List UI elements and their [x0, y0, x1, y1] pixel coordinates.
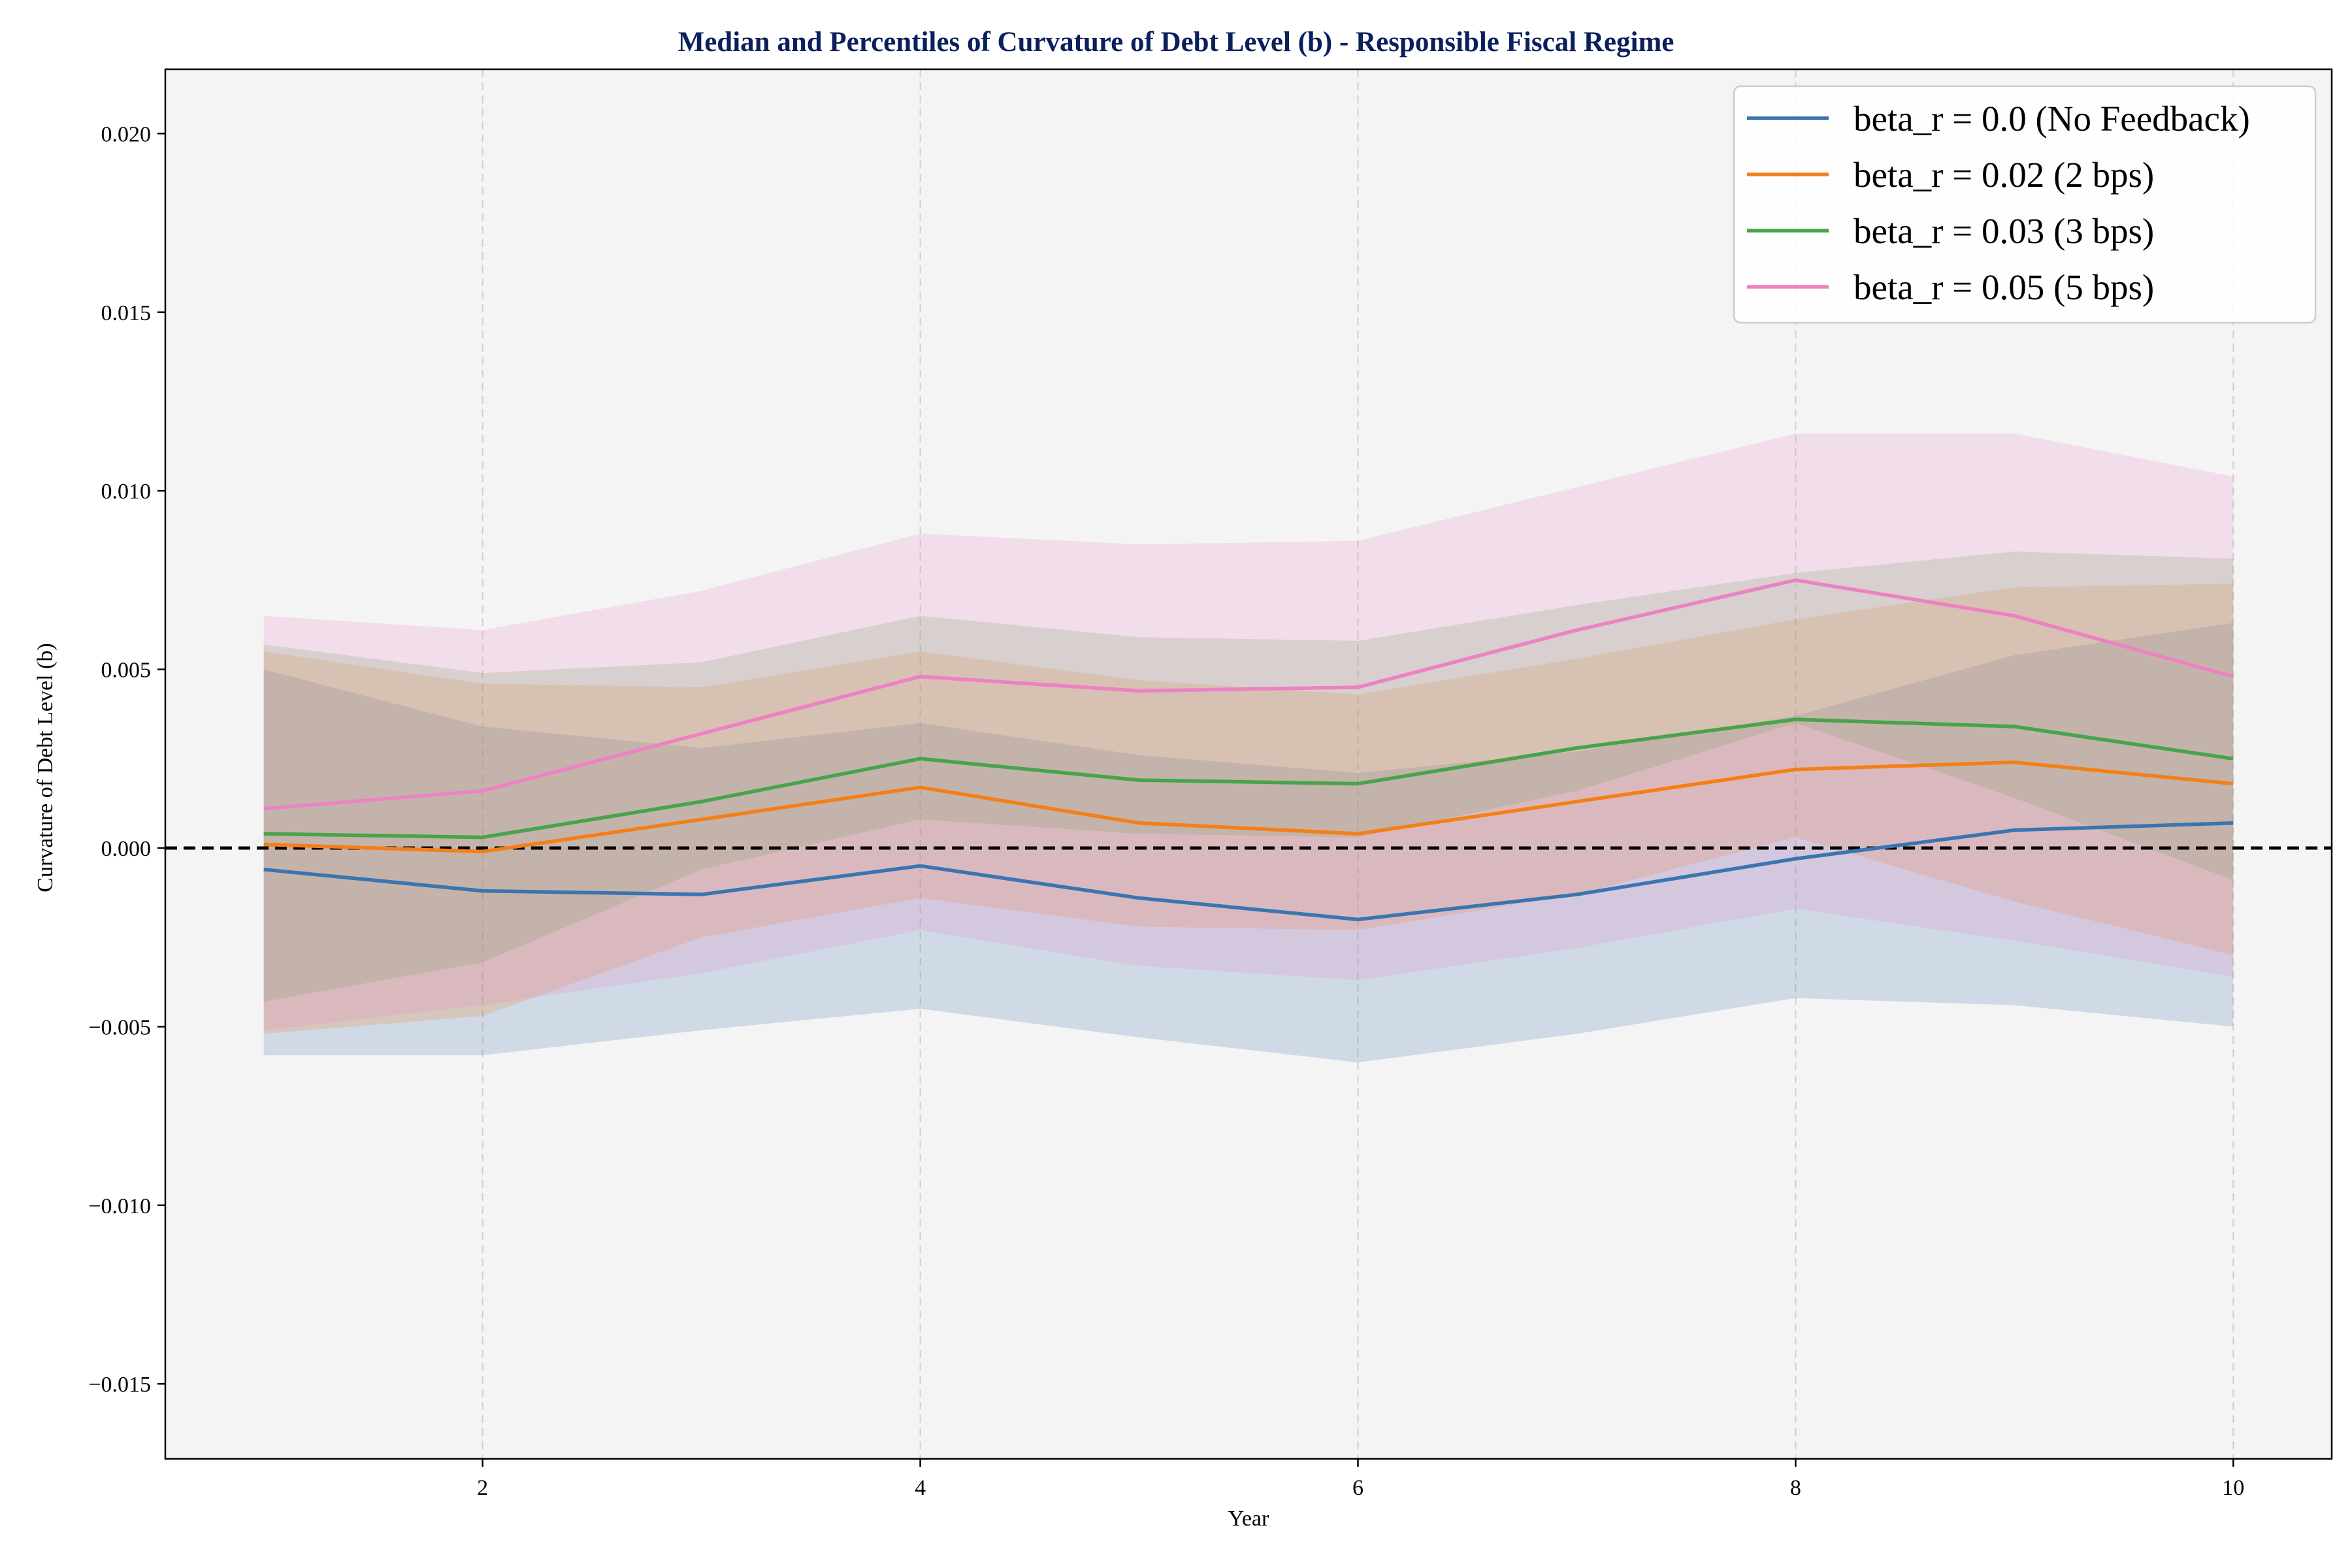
legend-label-4: beta_r = 0.05 (5 bps): [1854, 267, 2154, 307]
legend-label-1: beta_r = 0.0 (No Feedback): [1854, 99, 2250, 139]
x-tick-label: 6: [1352, 1476, 1364, 1500]
x-tick-label: 8: [1790, 1476, 1801, 1500]
y-tick-label: −0.015: [88, 1373, 151, 1397]
legend: beta_r = 0.0 (No Feedback) beta_r = 0.02 …: [1733, 85, 2317, 324]
legend-label-2: beta_r = 0.02 (2 bps): [1854, 155, 2154, 195]
y-tick-label: −0.005: [88, 1015, 151, 1039]
y-axis-ticks: −0.015 −0.010 −0.005 0.000 0.005 0.010 0.015 0.…: [88, 122, 165, 1397]
y-tick-label: 0.010: [101, 480, 152, 504]
median-line-4: [263, 578, 2234, 811]
y-tick-label: 0.005: [101, 659, 152, 683]
legend-label-3: beta_r = 0.03 (3 bps): [1854, 211, 2154, 251]
y-tick-label: 0.000: [101, 837, 152, 861]
y-tick-label: 0.020: [101, 122, 152, 146]
y-tick-label: 0.015: [101, 301, 152, 325]
percentile-band-3: [263, 551, 2234, 1002]
x-tick-label: 10: [2222, 1476, 2244, 1500]
median-line-3: [263, 717, 2234, 840]
median-line-2: [263, 760, 2234, 854]
median-lines: [263, 578, 2234, 922]
percentile-band-2: [263, 583, 2234, 1034]
y-tick-label: −0.010: [88, 1194, 151, 1218]
x-axis-ticks: 2 4 6 8 10: [477, 1459, 2244, 1500]
plot-frame: [164, 68, 2333, 1460]
grid-lines: [482, 69, 2234, 1459]
legend-box: [1733, 85, 2317, 324]
percentile-band-1: [263, 623, 2234, 1063]
percentile-bands: [263, 433, 2234, 1063]
y-axis-label: Curvature of Debt Level (b): [33, 643, 57, 892]
x-tick-label: 4: [915, 1476, 926, 1500]
median-line-1: [263, 821, 2234, 922]
chart-title: Median and Percentiles of Curvature of D…: [678, 27, 1674, 57]
x-axis-label: Year: [1228, 1507, 1269, 1531]
x-tick-label: 2: [477, 1476, 488, 1500]
percentile-band-4: [263, 433, 2234, 1030]
